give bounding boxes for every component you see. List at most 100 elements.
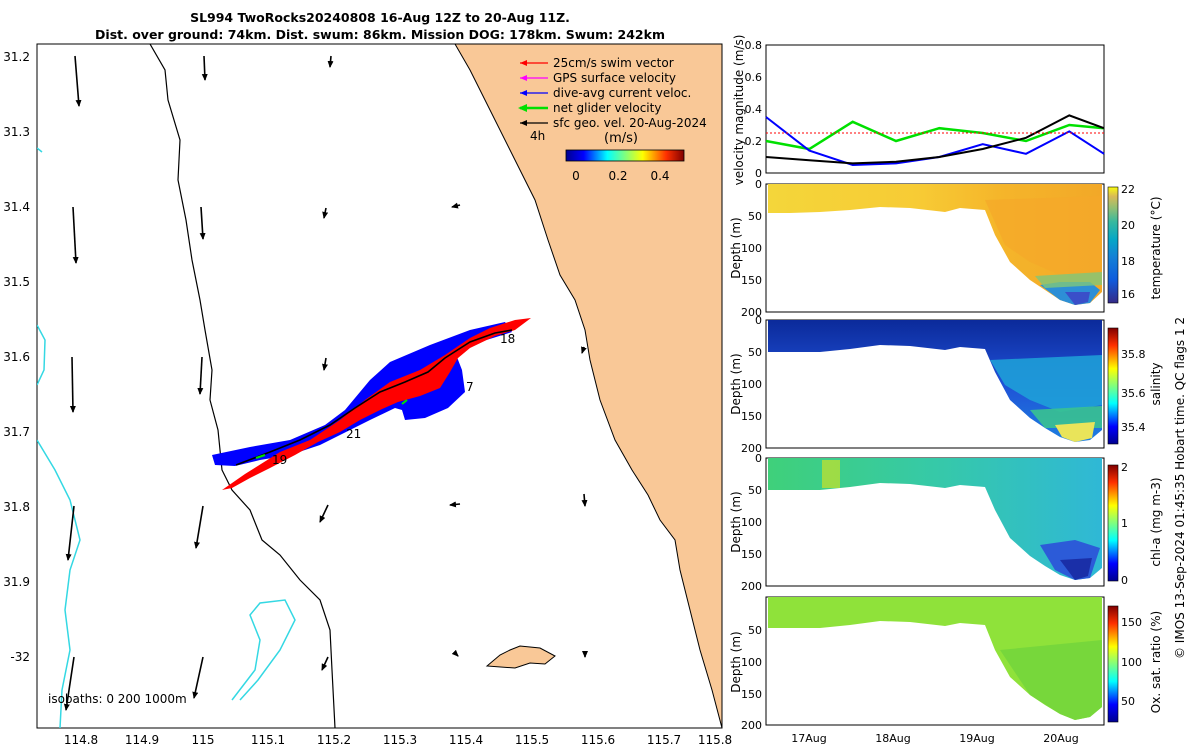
vel-tick-0: 0: [755, 167, 762, 180]
chla-ylabel: Depth (m): [729, 491, 743, 552]
legend-item-gps: GPS surface velocity: [520, 71, 676, 85]
svg-text:0: 0: [755, 314, 762, 327]
svg-text:35.8: 35.8: [1121, 348, 1146, 361]
svg-text:0: 0: [1121, 574, 1128, 587]
velocity-panel: 0 0.2 0.4 0.6 0.8 velocity magnitude (m/…: [732, 35, 1105, 185]
x-tick-115-4: 115.4: [449, 733, 483, 747]
velocity-series: [765, 114, 1105, 167]
salinity-y-axis: 0 50 100 150 200: [741, 314, 762, 455]
time-tick-17aug: 17Aug: [791, 732, 826, 745]
legend-item-current: dive-avg current veloc.: [520, 86, 691, 100]
salinity-colorbar: [1107, 327, 1119, 445]
y-tick-31-8: 31.8: [3, 500, 30, 514]
svg-text:25cm/s swim vector: 25cm/s swim vector: [553, 56, 674, 70]
isobath-200m-south: [37, 439, 81, 728]
temperature-ylabel: Depth (m): [729, 217, 743, 278]
svg-text:100: 100: [1121, 656, 1142, 669]
map-colorbar: [565, 149, 685, 162]
svg-text:2: 2: [1121, 461, 1128, 474]
y-tick-31-4: 31.4: [3, 200, 30, 214]
svg-text:200: 200: [741, 719, 762, 732]
svg-text:20: 20: [1121, 219, 1135, 232]
svg-text:100: 100: [741, 516, 762, 529]
x-tick-115-3: 115.3: [383, 733, 417, 747]
svg-text:16: 16: [1121, 288, 1135, 301]
glider-track: [212, 318, 531, 490]
isobaths-note: isobaths: 0 200 1000m: [48, 692, 187, 706]
svg-text:1: 1: [1121, 517, 1128, 530]
temperature-colorbar: [1107, 186, 1119, 304]
velocity-frame: [765, 44, 1105, 174]
temperature-y-axis: 0 50 100 150 200: [741, 178, 762, 319]
svg-text:100: 100: [741, 656, 762, 669]
time-tick-18aug: 18Aug: [875, 732, 910, 745]
vel-tick-0-2: 0.2: [745, 135, 763, 148]
oxygen-colorbar-ticks: 150 100 50: [1121, 616, 1142, 708]
isobath-200m: [37, 324, 46, 386]
chla-colorbar-label: chl-a (mg m-3): [1149, 477, 1163, 566]
svg-text:22: 22: [1121, 183, 1135, 196]
x-tick-115-8: 115.8: [698, 733, 732, 747]
map-colorbar-tick-2: 0.4: [650, 169, 669, 183]
vel-tick-0-6: 0.6: [745, 71, 763, 84]
day-label-19: 19: [272, 453, 287, 467]
temperature-panel: 22 20 18 16 temperature (°C) 0 50 100 15…: [729, 178, 1163, 319]
svg-text:50: 50: [748, 624, 762, 637]
y-tick-31-7: 31.7: [3, 425, 30, 439]
oxygen-ylabel: Depth (m): [729, 631, 743, 692]
svg-text:150: 150: [1121, 616, 1142, 629]
temperature-colorbar-ticks: 22 20 18 16: [1121, 183, 1135, 301]
salinity-high-bottom: [1055, 422, 1095, 442]
x-tick-115-7: 115.7: [647, 733, 681, 747]
y-tick-31-3: 31.3: [3, 125, 30, 139]
map-panel: 18 7 21 19 25cm/s swim vector GPS surfac…: [3, 43, 732, 747]
map-colorbar-label: (m/s): [604, 131, 638, 146]
x-tick-115-1: 115.1: [251, 733, 285, 747]
svg-text:0: 0: [755, 178, 762, 191]
velocity-y-axis: 0 0.2 0.4 0.6 0.8: [745, 39, 763, 180]
time-tick-20aug: 20Aug: [1043, 732, 1078, 745]
x-tick-114-8: 114.8: [64, 733, 98, 747]
net-velocity-marks: [255, 399, 408, 459]
oxygen-panel: 150 100 50 Ox. sat. ratio (%) 50 100 150…: [729, 596, 1163, 732]
svg-text:sfc geo. vel. 20-Aug-2024: sfc geo. vel. 20-Aug-2024: [553, 116, 707, 130]
figure-title-line2: Dist. over ground: 74km. Dist. swum: 86k…: [95, 27, 665, 42]
day-label-18: 18: [500, 332, 515, 346]
svg-text:150: 150: [741, 688, 762, 701]
svg-text:150: 150: [741, 548, 762, 561]
svg-text:150: 150: [741, 410, 762, 423]
temperature-warm-core: [985, 196, 1102, 275]
isobath-200m-top: [37, 147, 43, 153]
legend-item-net: net glider velocity: [518, 101, 661, 115]
salinity-ylabel: Depth (m): [729, 353, 743, 414]
chla-colorbar-ticks: 2 1 0: [1121, 461, 1128, 587]
salinity-panel: 35.8 35.6 35.4 salinity 0 50 100 150 200…: [729, 314, 1163, 455]
map-colorbar-tick-0: 0: [572, 169, 580, 183]
legend-item-swim: 25cm/s swim vector: [520, 56, 674, 70]
velocity-series-0: [765, 120, 1105, 151]
svg-text:100: 100: [741, 378, 762, 391]
glider-path-line: [235, 329, 513, 466]
legend-extra: 4h: [530, 129, 545, 143]
chla-panel: 2 1 0 chl-a (mg m-3) 0 50 100 150 200 De…: [729, 452, 1163, 593]
legend-item-geo: sfc geo. vel. 20-Aug-2024: [520, 116, 707, 130]
svg-text:35.6: 35.6: [1121, 387, 1146, 400]
time-axis: 17Aug 18Aug 19Aug 20Aug: [791, 732, 1078, 745]
current-vector-swath: [212, 322, 512, 466]
svg-text:GPS surface velocity: GPS surface velocity: [553, 71, 676, 85]
chla-deep-core: [1060, 558, 1092, 580]
svg-text:dive-avg current veloc.: dive-avg current veloc.: [553, 86, 691, 100]
svg-text:200: 200: [741, 580, 762, 593]
footer-note: © IMOS 13-Sep-2024 01:45:35 Hobart time.…: [1173, 317, 1187, 659]
svg-text:50: 50: [748, 346, 762, 359]
svg-text:net glider velocity: net glider velocity: [553, 101, 661, 115]
y-tick-31-2: 31.2: [3, 50, 30, 64]
map-x-axis: 114.8 114.9 115 115.1 115.2 115.3 115.4 …: [64, 733, 732, 747]
y-tick-31-5: 31.5: [3, 275, 30, 289]
salinity-section: [768, 320, 1102, 442]
svg-text:200: 200: [741, 442, 762, 455]
chla-bloom-patch: [822, 460, 840, 488]
svg-text:50: 50: [748, 210, 762, 223]
vel-tick-0-4: 0.4: [745, 103, 763, 116]
chla-colorbar: [1107, 464, 1119, 582]
